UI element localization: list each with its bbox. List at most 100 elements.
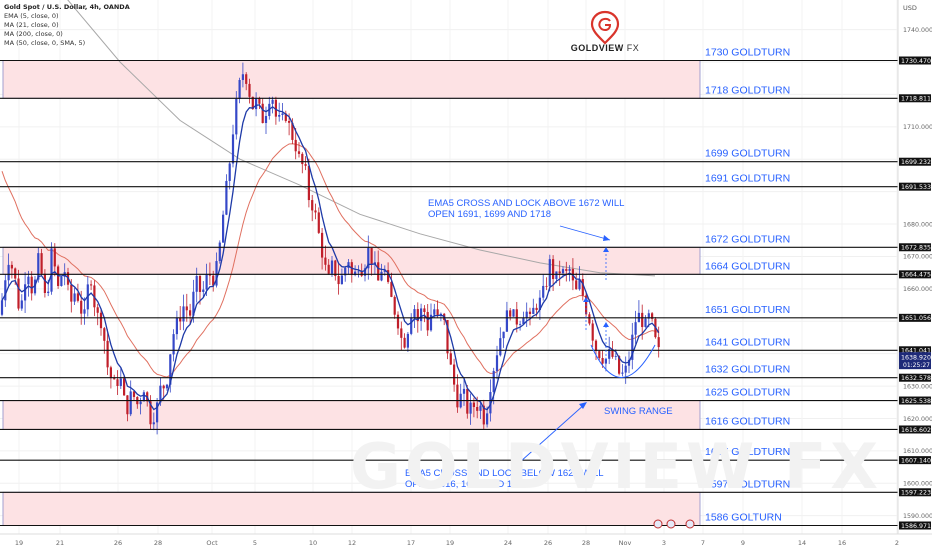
candle-body bbox=[76, 293, 79, 301]
price-tick-label: 1670.000 bbox=[903, 254, 932, 261]
candle-body bbox=[304, 164, 307, 166]
event-flag-icon bbox=[666, 519, 676, 529]
candle-body bbox=[621, 372, 624, 374]
candle-body bbox=[565, 269, 568, 271]
candle-body bbox=[83, 309, 86, 314]
candle-body bbox=[215, 261, 218, 286]
level-price-tag bbox=[899, 488, 931, 497]
level-price-tag bbox=[899, 346, 931, 355]
level-price-label: 1597.223 bbox=[901, 490, 931, 497]
brand-word: GOLDVIEW bbox=[570, 43, 624, 53]
candle-body bbox=[453, 364, 456, 385]
annotation-text: OPEN 1616, 1607 AND 1597 bbox=[405, 479, 528, 490]
level-label: 1699 GOLDTURN bbox=[705, 148, 790, 160]
candle-body bbox=[17, 278, 20, 309]
level-label: 1641 GOLDTURN bbox=[705, 336, 790, 348]
arrow-head-icon bbox=[579, 402, 587, 409]
candle-body bbox=[24, 284, 27, 301]
candle-body bbox=[324, 257, 327, 265]
time-tick-label: 26 bbox=[544, 539, 552, 547]
candle-body bbox=[476, 407, 479, 411]
candle-body bbox=[363, 268, 367, 276]
price-axis[interactable]: 1740.000 1730.470 1718.811 1710.000 1699.232… bbox=[897, 0, 932, 534]
candle-body bbox=[515, 309, 518, 325]
candle-body bbox=[189, 310, 192, 316]
candle-body bbox=[377, 262, 380, 281]
arrow-head-icon bbox=[603, 247, 609, 252]
candle-body bbox=[548, 259, 551, 287]
candle-body bbox=[479, 405, 482, 411]
candle-body bbox=[205, 273, 208, 290]
annotation-arrow bbox=[559, 225, 611, 241]
level-label: 1616 GOLDTURN bbox=[705, 415, 790, 427]
indicator-ma21[interactable]: MA (21, close, 0) bbox=[4, 21, 59, 29]
candle-body bbox=[505, 310, 508, 332]
candle-body bbox=[657, 337, 660, 348]
candle-body bbox=[396, 314, 400, 329]
candle-body bbox=[406, 333, 409, 348]
candle-body bbox=[462, 388, 466, 394]
candle-body bbox=[123, 378, 126, 396]
level-price-label: 1664.475 bbox=[901, 272, 931, 279]
candle-body bbox=[218, 242, 221, 262]
level-price-label: 1699.232 bbox=[901, 159, 931, 166]
candle-body bbox=[248, 83, 251, 97]
candle-body bbox=[495, 355, 499, 371]
level-price-tag bbox=[899, 521, 931, 530]
candle-body bbox=[542, 285, 545, 298]
level-price-tag bbox=[899, 270, 931, 279]
candle-body bbox=[165, 384, 169, 389]
candle-body bbox=[608, 349, 611, 359]
candle-body bbox=[330, 260, 334, 274]
candle-body bbox=[423, 308, 426, 312]
candle-body bbox=[182, 306, 185, 322]
instrument-title[interactable]: Gold Spot / U.S. Dollar, 4h, OANDA bbox=[4, 3, 130, 11]
candle-body bbox=[433, 309, 436, 315]
time-tick-label: 16 bbox=[838, 539, 846, 547]
candle-body bbox=[618, 356, 621, 374]
annotation-text: EMA5 CROSS AND LOCK BELOW 1625 WILL bbox=[405, 468, 604, 479]
candle-body bbox=[225, 180, 228, 215]
indicator-ma200[interactable]: MA (200, close, 0) bbox=[4, 30, 63, 38]
candle-body bbox=[80, 300, 83, 314]
candle-body bbox=[291, 122, 294, 140]
candle-body bbox=[627, 359, 631, 366]
annotation-text: EMA5 CROSS AND LOCK ABOVE 1672 WILL bbox=[428, 198, 624, 209]
price-tick-label: 1710.000 bbox=[903, 124, 932, 131]
candle-body bbox=[528, 311, 532, 314]
level-price-label: 1691.533 bbox=[901, 184, 931, 191]
candle-body bbox=[581, 279, 584, 296]
candle-body bbox=[113, 378, 116, 380]
candle-body bbox=[185, 306, 188, 311]
candle-body bbox=[535, 307, 538, 311]
level-price-tag bbox=[899, 157, 931, 166]
candle-body bbox=[456, 384, 459, 408]
indicator-ma50[interactable]: MA (50, close, 0, SMA, 5) bbox=[4, 39, 86, 47]
candle-body bbox=[489, 392, 492, 414]
candle-body bbox=[380, 271, 383, 281]
candle-body bbox=[20, 300, 23, 309]
candle-body bbox=[340, 275, 343, 285]
candle-body bbox=[60, 276, 63, 286]
annotation-text: OPEN 1691, 1699 AND 1718 bbox=[428, 209, 551, 220]
candle-body bbox=[235, 98, 238, 135]
price-tick-label: 1630.000 bbox=[903, 383, 932, 390]
candle-body bbox=[611, 349, 614, 357]
level-label: 1651 GOLDTURN bbox=[705, 304, 790, 316]
current-price-tag bbox=[899, 352, 931, 370]
candle-body bbox=[106, 340, 109, 368]
indicator-ema5[interactable]: EMA (5, close, 0) bbox=[4, 12, 59, 20]
candle-body bbox=[14, 268, 17, 279]
candle-body bbox=[575, 280, 578, 290]
candle-body bbox=[509, 310, 512, 317]
candle-body bbox=[387, 270, 390, 282]
candle-body bbox=[591, 323, 594, 341]
time-axis[interactable]: 19 21 26 28 Oct 5 10 12 17 19 24 26 28 Nov 3 7 9 14 16 2 bbox=[0, 533, 932, 550]
level-label: 1586 GOLTURN bbox=[705, 512, 782, 524]
candle-body bbox=[241, 74, 244, 81]
candle-body bbox=[195, 275, 198, 292]
time-tick-label: 3 bbox=[662, 539, 666, 547]
candle-body bbox=[73, 293, 76, 302]
candle-body bbox=[132, 391, 136, 397]
level-price-tag bbox=[899, 243, 931, 252]
